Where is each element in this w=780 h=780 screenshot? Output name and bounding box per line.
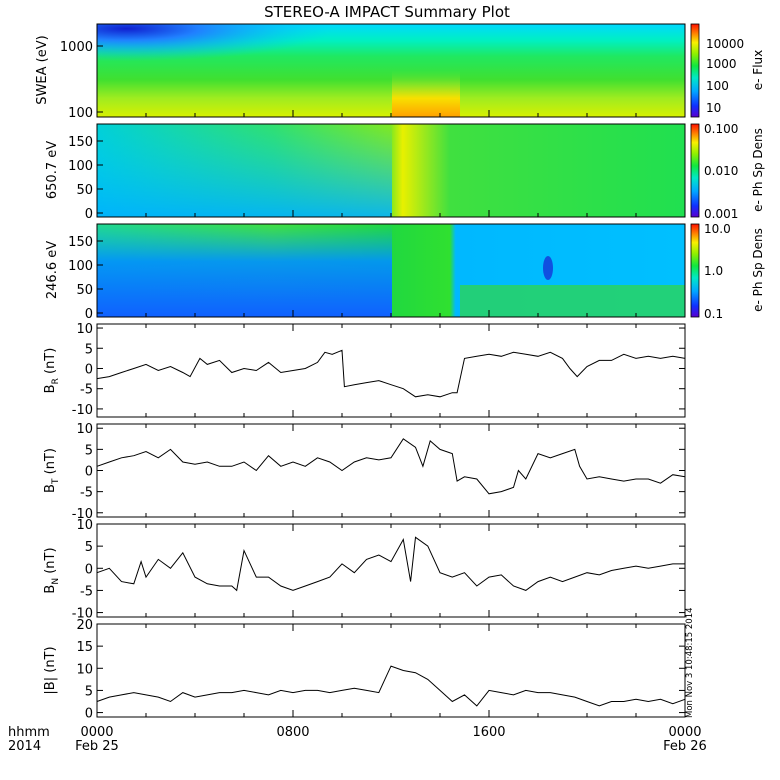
swea-cbar-tick: 100	[706, 79, 729, 93]
pad246-cbar-label: e- Ph Sp Dens	[751, 228, 765, 312]
swea-panel: 1000 100 SWEA (eV) 10000 1000 100 10 e- …	[35, 23, 765, 121]
pad246-panel: 150 100 50 0 246.6 eV 10.0 1.0 0.1 e- Ph…	[45, 222, 765, 322]
bn-ytick-label: 0	[85, 562, 93, 577]
br-ytick-label: -5	[80, 383, 93, 398]
pad246-ylabel: 246.6 eV	[45, 241, 60, 299]
bmag-ytick-label: 20	[76, 618, 93, 633]
swea-colorbar	[690, 23, 700, 118]
bmag-ytick-label: 0	[85, 707, 93, 722]
bmag-panel: 20 15 10 5 0 |B| (nT)	[43, 618, 686, 722]
pad246-colorbar	[690, 223, 700, 318]
bt-panel: 10 5 0 -5 -10 BT (nT)	[43, 422, 686, 522]
pad246-cbar-tick: 0.1	[704, 307, 723, 321]
pad650-colorbar	[690, 123, 700, 218]
pad650-ytick: 0	[85, 207, 93, 222]
time-tick-hhmm: 0000	[80, 725, 113, 740]
bmag-ytick-label: 5	[85, 684, 93, 699]
time-tick-hhmm: 1600	[472, 725, 505, 740]
swea-ylabel: SWEA (eV)	[35, 35, 50, 104]
pad246-ytick: 100	[68, 259, 93, 274]
pad650-ytick: 150	[68, 135, 93, 150]
time-axis-year-label: 2014	[8, 739, 41, 754]
time-tick-hhmm: 0000	[668, 725, 701, 740]
pad246-ytick: 0	[85, 307, 93, 322]
bn-series-line	[96, 536, 685, 592]
creation-stamp: Mon Nov 3 10:48:15 2014	[685, 607, 695, 718]
pad650-panel: 150 100 50 0 650.7 eV 0.100 0.010 0.001 …	[45, 122, 765, 222]
pad650-ylabel: 650.7 eV	[45, 141, 60, 199]
pad650-cbar-label: e- Ph Sp Dens	[751, 128, 765, 212]
bt-ytick-label: 10	[76, 422, 93, 437]
plot-title: STEREO-A IMPACT Summary Plot	[264, 3, 510, 21]
bn-ytick-label: 10	[76, 518, 93, 533]
pad650-cbar-tick: 0.010	[704, 164, 738, 178]
bt-ytick-label: 0	[85, 465, 93, 480]
time-tick-hhmm: 0800	[276, 725, 309, 740]
bt-series-line	[96, 438, 686, 495]
swea-cbar-tick: 10000	[706, 37, 744, 51]
pad650-cbar-tick: 0.001	[704, 207, 738, 221]
bmag-ylabel: |B| (nT)	[43, 646, 58, 694]
bmag-frame	[96, 623, 686, 718]
time-tick-date: Feb 25	[75, 739, 119, 754]
bn-ylabel: BN (nT)	[43, 547, 61, 593]
pad246-cbar-tick: 1.0	[704, 264, 723, 278]
bn-panel: 10 5 0 -5 -10 BN (nT)	[43, 518, 686, 622]
br-ytick-label: 5	[85, 342, 93, 357]
bmag-series-line	[96, 665, 686, 707]
bn-ytick-label: -5	[80, 584, 93, 599]
bt-frame	[96, 423, 686, 518]
swea-cbar-tick: 10	[706, 101, 721, 115]
br-ytick-label: 10	[76, 322, 93, 337]
bt-ytick-label: 5	[85, 443, 93, 458]
pad246-ytick: 50	[76, 283, 93, 298]
time-axis-row-label: hhmm	[8, 725, 50, 740]
time-tick-date: Feb 26	[663, 739, 707, 754]
swea-ytick: 100	[68, 106, 93, 121]
br-ytick-label: 0	[85, 362, 93, 377]
br-ylabel: BR (nT)	[43, 348, 61, 394]
bn-frame	[96, 523, 686, 618]
bt-ytick-label: -5	[80, 486, 93, 501]
pad650-cbar-tick: 0.100	[704, 122, 738, 136]
swea-ytick: 1000	[60, 40, 93, 55]
bn-ytick-label: 5	[85, 540, 93, 555]
pad650-ytick: 50	[76, 183, 93, 198]
bt-ytick-label: -10	[72, 507, 93, 522]
swea-cbar-tick: 1000	[706, 57, 737, 71]
br-ytick-label: -10	[72, 403, 93, 418]
bmag-ytick-label: 10	[76, 662, 93, 677]
swea-cbar-label: e- Flux	[751, 50, 765, 90]
pad650-ytick: 100	[68, 159, 93, 174]
br-frame	[96, 323, 686, 418]
pad246-ytick: 150	[68, 235, 93, 250]
bn-ytick-label: -10	[72, 607, 93, 622]
pad246-cbar-tick: 10.0	[704, 222, 731, 236]
bt-ylabel: BT (nT)	[43, 448, 61, 493]
br-series-line	[96, 349, 686, 398]
bmag-ytick-label: 15	[76, 640, 93, 655]
br-panel: 10 5 0 -5 -10 BR (nT)	[43, 322, 686, 418]
